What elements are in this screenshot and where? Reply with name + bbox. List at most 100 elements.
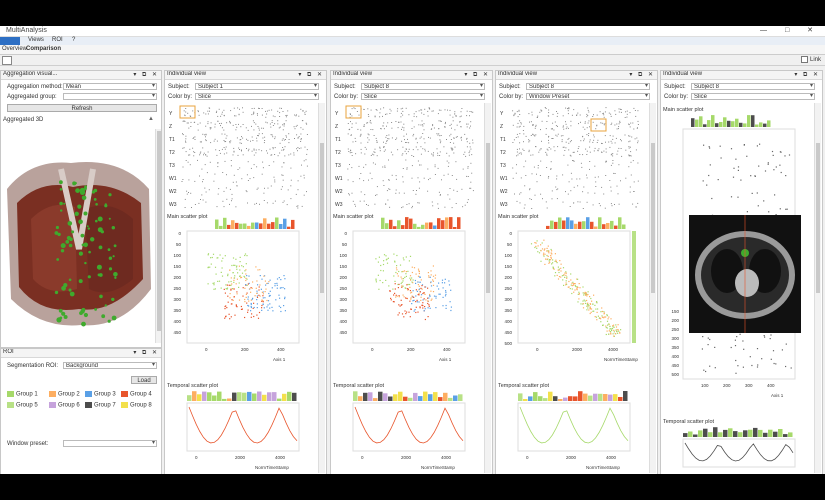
splom-cell[interactable] bbox=[528, 146, 542, 156]
selected-cell-highlight[interactable] bbox=[590, 118, 607, 132]
splom-cell[interactable] bbox=[364, 146, 378, 157]
splom-cell[interactable] bbox=[181, 179, 196, 182]
splom-cell[interactable] bbox=[411, 120, 425, 131]
splom-cell[interactable] bbox=[396, 107, 410, 118]
splom-cell[interactable] bbox=[562, 201, 575, 207]
splom-cell[interactable] bbox=[459, 121, 472, 129]
main-scatter-area[interactable] bbox=[186, 230, 300, 344]
splom-cell[interactable] bbox=[216, 198, 228, 208]
splom-cell[interactable] bbox=[296, 205, 303, 209]
splom-cell[interactable] bbox=[380, 122, 393, 130]
splom-cell[interactable] bbox=[411, 177, 425, 183]
splom-cell[interactable] bbox=[282, 198, 292, 206]
splom-cell[interactable] bbox=[593, 147, 607, 153]
splom-cell[interactable] bbox=[461, 187, 474, 192]
group-item[interactable]: Group 3 bbox=[85, 391, 116, 398]
splom-cell[interactable] bbox=[213, 172, 227, 182]
splom-cell[interactable] bbox=[512, 172, 527, 179]
splom-cell[interactable] bbox=[632, 202, 639, 208]
splom-cell[interactable] bbox=[447, 188, 458, 196]
splom-cell[interactable] bbox=[232, 147, 244, 156]
t-axis-selector[interactable]: NormTimeStamp bbox=[421, 465, 455, 470]
splom-cell[interactable] bbox=[347, 121, 362, 131]
splom-cell[interactable] bbox=[594, 160, 607, 167]
splom-cell[interactable] bbox=[430, 120, 442, 130]
splom-cell[interactable] bbox=[610, 160, 620, 166]
splom-cell[interactable] bbox=[428, 174, 442, 181]
splom-cell[interactable] bbox=[514, 185, 526, 195]
splom-cell[interactable] bbox=[301, 159, 308, 167]
splom-cell[interactable] bbox=[182, 147, 196, 157]
splom-cell[interactable] bbox=[594, 186, 605, 195]
splom-cell[interactable] bbox=[261, 173, 276, 183]
splom-cell[interactable] bbox=[624, 134, 639, 144]
main-scatter-area[interactable] bbox=[352, 230, 466, 344]
group-item[interactable]: Group 7 bbox=[85, 402, 116, 409]
splom-cell[interactable] bbox=[412, 187, 420, 195]
aggregated-3d-render[interactable] bbox=[1, 129, 155, 343]
splom-cell[interactable] bbox=[182, 133, 196, 143]
aggregated-group-select[interactable] bbox=[63, 93, 157, 100]
collapse-icon[interactable]: ▲ bbox=[148, 116, 154, 122]
splom-cell[interactable] bbox=[608, 108, 622, 117]
ct-slice-image[interactable] bbox=[689, 215, 801, 333]
splom-cell[interactable] bbox=[349, 107, 362, 118]
splom-cell[interactable] bbox=[531, 173, 541, 183]
splom-cell[interactable] bbox=[215, 146, 228, 156]
splom-cell[interactable] bbox=[379, 146, 394, 156]
splom-cell[interactable] bbox=[251, 107, 260, 116]
splom-cell[interactable] bbox=[347, 133, 362, 144]
temporal-scatter-area[interactable] bbox=[682, 438, 796, 468]
splom-cell[interactable] bbox=[395, 121, 405, 131]
splom-cell[interactable] bbox=[592, 134, 606, 145]
splom-cell[interactable] bbox=[592, 203, 606, 209]
splom-cell[interactable] bbox=[217, 187, 227, 195]
splom-cell[interactable] bbox=[182, 160, 191, 168]
splom-cell[interactable] bbox=[577, 146, 591, 156]
menu-roi[interactable]: ROI bbox=[52, 37, 63, 43]
window-preset-select[interactable] bbox=[63, 440, 157, 447]
splom-cell[interactable] bbox=[397, 146, 410, 156]
temporal-scatter-area[interactable] bbox=[186, 402, 300, 452]
splom-cell[interactable] bbox=[229, 185, 238, 195]
splom-cell[interactable] bbox=[529, 188, 542, 196]
splom-cell[interactable] bbox=[293, 146, 308, 156]
splom-cell[interactable] bbox=[364, 186, 378, 196]
splom-cell[interactable] bbox=[183, 108, 196, 117]
splom-cell[interactable] bbox=[363, 200, 376, 206]
splom-cell[interactable] bbox=[629, 186, 635, 193]
splom-cell[interactable] bbox=[363, 172, 373, 182]
splom-cell[interactable] bbox=[402, 159, 408, 170]
tab-comparison[interactable]: Comparison bbox=[26, 46, 62, 52]
splom-cell[interactable] bbox=[215, 108, 225, 117]
splom-cell[interactable] bbox=[186, 190, 192, 195]
splom-cell[interactable] bbox=[411, 160, 422, 167]
t-axis-selector[interactable]: NormTimeStamp bbox=[586, 465, 620, 470]
splom-cell[interactable] bbox=[512, 160, 527, 169]
refresh-button[interactable]: Refresh bbox=[7, 104, 157, 112]
splom-cell[interactable] bbox=[347, 164, 360, 170]
splom-cell[interactable] bbox=[610, 203, 620, 207]
splom-cell[interactable] bbox=[279, 133, 290, 144]
splom-cell[interactable] bbox=[463, 146, 473, 157]
splom-cell[interactable] bbox=[262, 161, 275, 169]
splom-cell[interactable] bbox=[214, 120, 228, 131]
splom-cell[interactable] bbox=[263, 185, 272, 194]
splom-cell[interactable] bbox=[545, 133, 559, 144]
main-scatter-area[interactable] bbox=[517, 230, 631, 344]
x-axis-selector[interactable]: Axis 1 bbox=[273, 357, 286, 362]
view-scrollbar[interactable] bbox=[814, 103, 821, 473]
splom-cell[interactable] bbox=[246, 133, 260, 142]
group-item[interactable]: Group 1 bbox=[7, 391, 38, 398]
splom-cell[interactable] bbox=[551, 186, 559, 192]
panel-float-close-icon[interactable]: ▾ ⧉ ✕ bbox=[794, 72, 820, 78]
segmentation-roi-select[interactable]: Background bbox=[63, 362, 157, 369]
splom-cell[interactable] bbox=[382, 174, 393, 182]
color-by-select[interactable]: Window Preset bbox=[526, 93, 650, 100]
splom-cell[interactable] bbox=[197, 107, 211, 116]
splom-cell[interactable] bbox=[628, 160, 639, 168]
splom-cell[interactable] bbox=[281, 162, 292, 169]
panel-float-close-icon[interactable]: ▾ ⧉ ✕ bbox=[133, 72, 159, 78]
splom-cell[interactable] bbox=[624, 107, 639, 118]
splom-cell[interactable] bbox=[428, 133, 442, 144]
